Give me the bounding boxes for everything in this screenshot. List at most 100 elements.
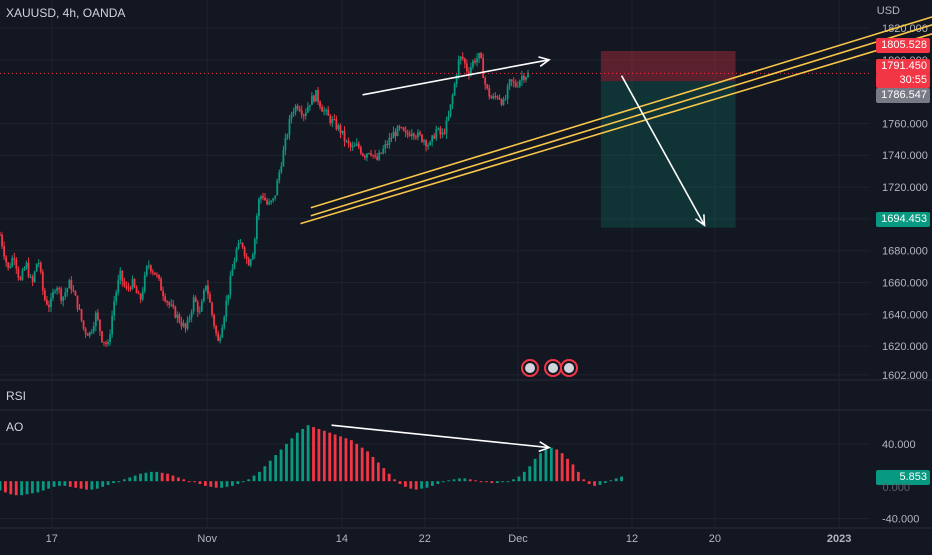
candle-body [258,199,260,217]
ao-bar [144,472,148,482]
candle-body [184,323,187,329]
ao-bar [376,462,380,482]
candle-body [31,276,34,282]
ao-divergence-arrow [331,424,550,449]
candle-body [56,288,58,291]
candle-body [337,125,340,130]
rsi-pane-title[interactable]: RSI [6,389,27,403]
candle-body [101,331,103,342]
candle-body [58,288,61,290]
candle-body [260,196,262,200]
candle-body [147,265,150,267]
ao-bar [452,479,456,482]
ao-bar [112,481,115,484]
candle-body [60,288,63,301]
ao-pane-title[interactable]: AO [6,420,24,434]
candle-body [52,292,54,299]
symbol-title[interactable]: XAUUSD, 4h, OANDA [6,6,126,20]
candle-body [266,200,268,205]
candle-body [361,153,364,156]
candle-body [243,247,246,257]
candle-body [37,262,40,264]
candle-body [313,95,315,102]
candle-body [474,60,476,63]
candle-body [461,56,464,59]
ao-bar [74,481,78,488]
candle-body [82,320,85,329]
candle-body [398,126,401,128]
candle-body [268,202,270,205]
candle-body [353,145,356,147]
candle-body [151,271,154,273]
ao-bar [4,481,7,493]
ao-bar [79,481,83,489]
candle-body [457,59,460,75]
candle-body [74,291,77,296]
candle-body [96,312,99,320]
candle-body [459,56,462,60]
candle-body [463,58,466,64]
ao-bar [528,466,532,482]
ao-bar [171,475,175,482]
candle-body [68,280,71,289]
candle-body [380,152,383,154]
candle-body [408,134,411,137]
y-tick-label-8: 1640.000 [882,309,928,321]
ao-bar [187,481,191,483]
ao-bar [225,481,229,487]
candle-body [1,234,3,247]
candle-body [504,98,507,100]
candle-body [145,266,148,276]
ao-bar [117,481,121,483]
ao-bar [360,447,364,482]
candle-body [441,132,444,135]
ao-bar [20,481,24,496]
trendline-2 [310,16,932,209]
candle-body [35,263,38,272]
candle-body [516,86,519,88]
candle-body [186,319,189,329]
candle-body [192,297,195,312]
candle-body [325,109,328,111]
ao-bar [576,471,580,482]
ao-bar [458,478,461,482]
ao-bar [25,481,29,495]
ao-bar [209,481,213,487]
candle-body [286,135,289,138]
candle-body [512,81,515,83]
candle-body [211,302,213,315]
candle-body [90,331,93,333]
candle-body [229,275,232,295]
ao-bar [133,475,137,482]
ao-bar [387,473,391,482]
candle-body [39,262,42,272]
ao-bar [517,476,521,482]
candle-body [231,269,234,276]
ao-bar [582,479,586,482]
candle-body [494,95,497,97]
ao-bar [90,481,94,490]
ao-bar [425,481,429,488]
ao-bar [9,481,13,495]
candle-body [113,301,116,316]
ao-bar [36,481,40,493]
candle-body [7,262,10,268]
candle-body [25,262,28,268]
ao-bar [252,475,256,482]
candle-body [510,79,513,82]
ao-bar [198,481,202,484]
ao-bar [409,481,413,489]
candle-body [388,137,391,145]
candle-body [129,287,132,289]
ao-bar [479,481,483,483]
candle-body [478,52,480,59]
ao-bar [603,481,607,484]
candle-body [76,295,79,309]
candle-body [419,132,421,135]
trendline-1 [310,24,932,217]
candle-body [17,268,20,278]
candle-body [423,140,425,142]
price-arrow-0-head [538,56,551,67]
